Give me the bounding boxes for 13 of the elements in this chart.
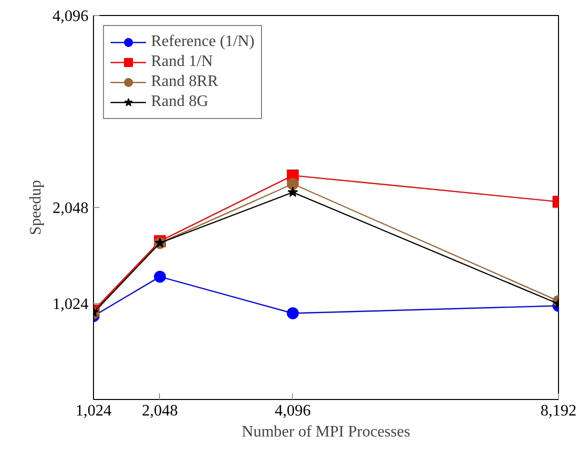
x-tick-label: 2,048 bbox=[142, 402, 178, 420]
legend-label: Rand 8RR bbox=[151, 73, 218, 91]
legend-label: Rand 1/N bbox=[151, 53, 213, 71]
x-axis-title: Number of MPI Processes bbox=[242, 424, 410, 440]
y-tick-label: 2,048 bbox=[52, 200, 88, 217]
legend-label: Rand 8G bbox=[151, 93, 208, 111]
x-tick-label: 1,024 bbox=[76, 402, 112, 420]
x-tick-label: 8,192 bbox=[540, 402, 576, 420]
y-tick-label: 4,096 bbox=[52, 8, 88, 25]
legend-label: Reference (1/N) bbox=[151, 33, 254, 51]
y-tick-label: 1,024 bbox=[52, 296, 88, 313]
x-tick-label: 4,096 bbox=[274, 402, 311, 420]
y-axis-title: Speedup bbox=[28, 180, 44, 236]
